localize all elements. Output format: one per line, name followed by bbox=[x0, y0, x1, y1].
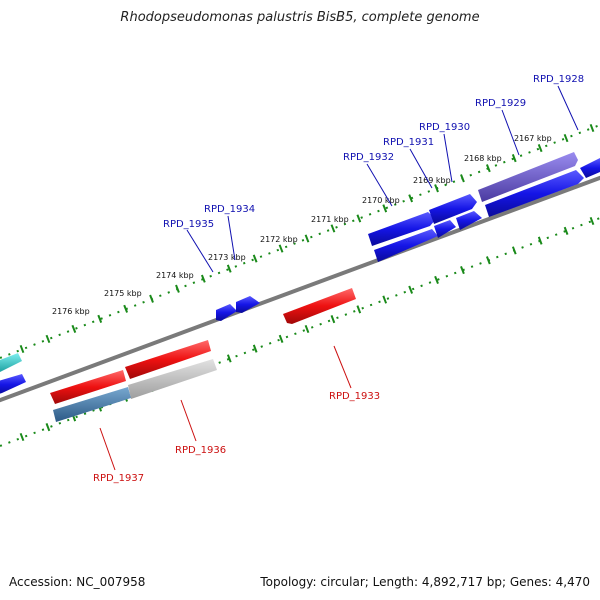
gene-feature[interactable] bbox=[374, 229, 438, 262]
gene-feature[interactable] bbox=[429, 194, 477, 224]
scale-label: 2169 kbp bbox=[413, 176, 451, 185]
major-tick bbox=[356, 214, 362, 223]
page-title: Rhodopseudomonas palustris BisB5, comple… bbox=[120, 10, 480, 25]
major-tick bbox=[226, 264, 232, 273]
reverse-gene-labels: RPD_1933 RPD_1936 RPD_1937 bbox=[93, 391, 380, 484]
gene-feature[interactable] bbox=[216, 304, 237, 321]
major-tick bbox=[45, 334, 51, 344]
major-tick bbox=[408, 285, 414, 294]
gene-label[interactable]: RPD_1928 bbox=[533, 74, 584, 85]
major-tick bbox=[537, 236, 543, 245]
reverse-label-leaders bbox=[99, 345, 352, 471]
gene-feature[interactable] bbox=[125, 340, 211, 379]
gene-feature[interactable] bbox=[236, 296, 260, 313]
gene-feature[interactable] bbox=[50, 370, 126, 404]
gene-label[interactable]: RPD_1936 bbox=[175, 445, 226, 456]
forward-features bbox=[0, 152, 600, 395]
genome-backbone bbox=[0, 175, 600, 403]
gene-feature[interactable] bbox=[0, 353, 22, 374]
major-tick bbox=[356, 305, 362, 314]
major-tick bbox=[304, 324, 310, 334]
major-tick bbox=[589, 123, 595, 133]
gene-label[interactable]: RPD_1935 bbox=[163, 219, 214, 230]
gene-feature[interactable] bbox=[478, 152, 578, 202]
major-tick bbox=[382, 204, 388, 213]
major-tick bbox=[175, 284, 180, 293]
major-tick bbox=[226, 354, 232, 363]
gene-feature[interactable] bbox=[0, 374, 26, 395]
major-tick bbox=[330, 224, 336, 233]
major-tick bbox=[278, 334, 284, 343]
scale-label: 2170 kbp bbox=[362, 196, 400, 205]
gene-feature[interactable] bbox=[580, 158, 600, 178]
major-tick bbox=[149, 294, 154, 303]
gene-label[interactable]: RPD_1937 bbox=[93, 473, 144, 484]
major-tick bbox=[97, 314, 103, 323]
major-tick bbox=[200, 274, 206, 283]
major-tick bbox=[460, 266, 465, 275]
scale-label: 2172 kbp bbox=[260, 235, 298, 244]
major-tick bbox=[563, 226, 569, 235]
scale-label: 2171 kbp bbox=[311, 215, 349, 224]
scale-label: 2174 kbp bbox=[156, 271, 194, 280]
major-tick bbox=[485, 164, 491, 173]
major-tick bbox=[434, 184, 439, 193]
scale-label: 2168 kbp bbox=[464, 154, 502, 163]
major-tick bbox=[123, 304, 129, 313]
major-tick bbox=[252, 344, 258, 353]
major-tick bbox=[408, 194, 414, 203]
gene-label[interactable]: RPD_1934 bbox=[204, 204, 255, 215]
major-tick bbox=[252, 254, 258, 263]
outer-major-ticks bbox=[19, 123, 595, 354]
major-tick bbox=[563, 133, 569, 143]
gene-feature[interactable] bbox=[53, 387, 131, 422]
gene-label[interactable]: RPD_1931 bbox=[383, 137, 434, 148]
major-tick bbox=[485, 256, 491, 265]
major-tick bbox=[589, 216, 595, 226]
major-tick bbox=[537, 144, 543, 153]
gene-feature[interactable] bbox=[485, 170, 584, 217]
gene-label[interactable]: RPD_1932 bbox=[343, 152, 394, 163]
scale-label: 2176 kbp bbox=[52, 307, 90, 316]
gene-label[interactable]: RPD_1933 bbox=[329, 391, 380, 402]
gene-feature[interactable] bbox=[368, 212, 436, 246]
outer-tick-track bbox=[0, 124, 600, 359]
major-tick bbox=[460, 174, 465, 183]
gene-label[interactable]: RPD_1929 bbox=[475, 98, 526, 109]
gene-feature[interactable] bbox=[456, 211, 482, 230]
major-tick bbox=[511, 154, 517, 163]
major-tick bbox=[19, 344, 25, 354]
major-tick bbox=[71, 324, 77, 333]
reverse-features bbox=[50, 288, 356, 422]
forward-label-leaders bbox=[186, 85, 579, 273]
major-tick bbox=[330, 315, 336, 324]
scale-label: 2167 kbp bbox=[514, 134, 552, 143]
gene-feature[interactable] bbox=[283, 288, 356, 324]
major-tick bbox=[511, 246, 517, 255]
gene-feature[interactable] bbox=[434, 220, 456, 238]
topology-stats: Topology: circular; Length: 4,892,717 bp… bbox=[260, 575, 590, 589]
forward-gene-labels: RPD_1928 RPD_1929 RPD_1930 RPD_1931 RPD_… bbox=[163, 74, 584, 230]
gene-feature[interactable] bbox=[128, 359, 217, 399]
major-tick bbox=[434, 275, 439, 284]
inner-tick-track bbox=[0, 217, 600, 447]
major-tick bbox=[382, 295, 388, 304]
major-tick bbox=[19, 432, 25, 442]
gene-label[interactable]: RPD_1930 bbox=[419, 122, 470, 133]
major-tick bbox=[45, 423, 51, 432]
major-tick bbox=[304, 234, 310, 243]
scale-label: 2175 kbp bbox=[104, 289, 142, 298]
inner-major-ticks bbox=[19, 216, 595, 442]
major-tick bbox=[278, 244, 284, 253]
scale-label: 2173 kbp bbox=[208, 253, 246, 262]
accession-text: Accession: NC_007958 bbox=[9, 575, 146, 589]
scale-labels: 2167 kbp 2168 kbp 2169 kbp 2170 kbp 2171… bbox=[52, 134, 552, 316]
